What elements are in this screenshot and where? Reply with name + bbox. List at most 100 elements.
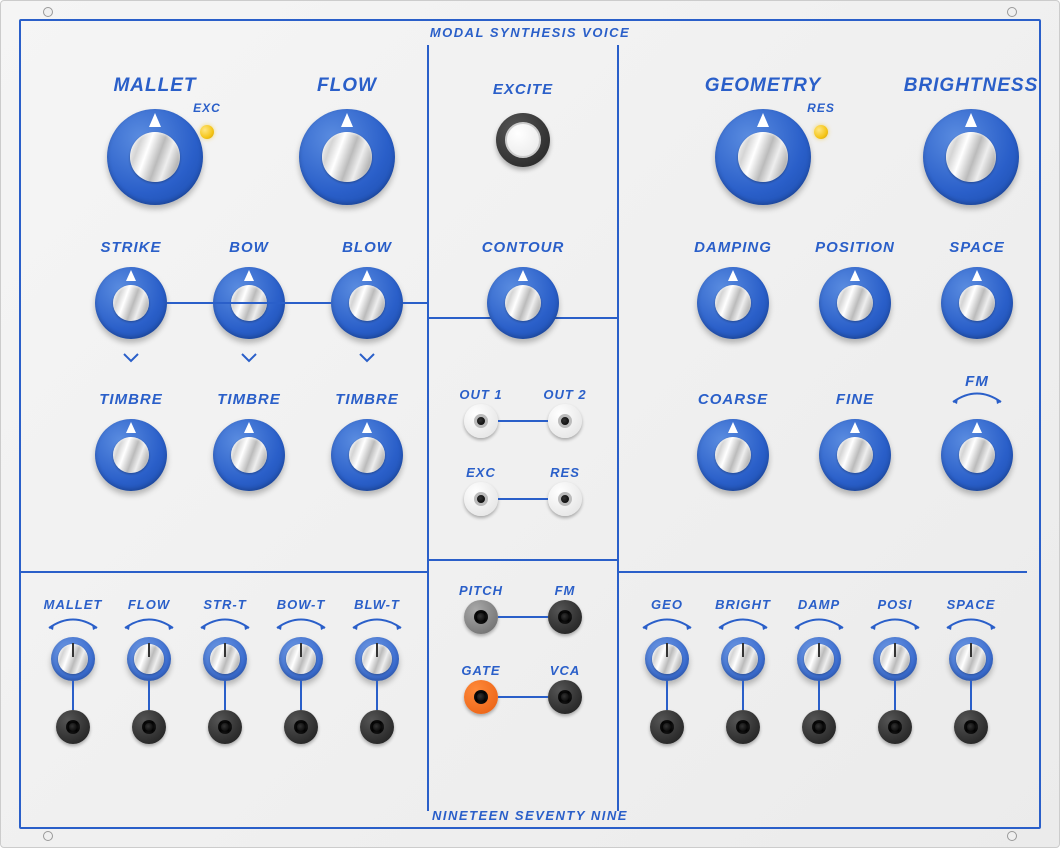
posi-arc-icon bbox=[867, 615, 923, 631]
bow-label: BOW bbox=[229, 239, 269, 256]
excite-button[interactable] bbox=[496, 113, 550, 167]
flow-atten-knob[interactable] bbox=[127, 637, 171, 681]
fine-knob[interactable] bbox=[819, 419, 891, 491]
res-jack[interactable] bbox=[548, 482, 582, 516]
damp-cv-jack[interactable] bbox=[802, 710, 836, 744]
position-label: POSITION bbox=[815, 239, 895, 256]
excite-label: EXCITE bbox=[493, 81, 553, 98]
geometry-knob[interactable] bbox=[715, 109, 811, 205]
mallet-knob[interactable] bbox=[107, 109, 203, 205]
geometry-label: GEOMETRY bbox=[705, 75, 821, 97]
exc-led bbox=[200, 125, 214, 139]
fine-label: FINE bbox=[836, 391, 874, 408]
timbre-0-knob[interactable] bbox=[95, 419, 167, 491]
screw bbox=[1007, 831, 1017, 841]
str-t-arc-icon bbox=[197, 615, 253, 631]
position-knob[interactable] bbox=[819, 267, 891, 339]
damp-arc-icon bbox=[791, 615, 847, 631]
geo-cv-jack[interactable] bbox=[650, 710, 684, 744]
space-arc-icon bbox=[943, 615, 999, 631]
contour-label: CONTOUR bbox=[482, 239, 565, 256]
bright-atten-label: BRIGHT bbox=[715, 597, 771, 612]
flow-cv-jack[interactable] bbox=[132, 710, 166, 744]
synth-panel: MODAL SYNTHESIS VOICE NINETEEN SEVENTY N… bbox=[0, 0, 1060, 848]
bright-cv-jack[interactable] bbox=[726, 710, 760, 744]
fm-arc-icon bbox=[949, 389, 1005, 405]
fm-jack[interactable] bbox=[548, 600, 582, 634]
blw-t-cv-jack[interactable] bbox=[360, 710, 394, 744]
out1-label: OUT 1 bbox=[459, 387, 502, 402]
screw bbox=[1007, 7, 1017, 17]
blw-t-atten-knob[interactable] bbox=[355, 637, 399, 681]
blow-label: BLOW bbox=[342, 239, 392, 256]
res-label: RES bbox=[550, 465, 580, 480]
damping-knob[interactable] bbox=[697, 267, 769, 339]
mallet-cv-jack[interactable] bbox=[56, 710, 90, 744]
str-t-atten-knob[interactable] bbox=[203, 637, 247, 681]
chevron-down-icon bbox=[240, 351, 258, 369]
bow-t-atten-label: BOW-T bbox=[277, 597, 326, 612]
exc-label: EXC bbox=[466, 465, 496, 480]
damp-atten-knob[interactable] bbox=[797, 637, 841, 681]
brightness-label: BRIGHTNESS bbox=[904, 75, 1039, 97]
out2-jack[interactable] bbox=[548, 404, 582, 438]
screw bbox=[43, 7, 53, 17]
space-atten-label: SPACE bbox=[947, 597, 996, 612]
brightness-knob[interactable] bbox=[923, 109, 1019, 205]
res-led bbox=[814, 125, 828, 139]
screw bbox=[43, 831, 53, 841]
space-cv-jack[interactable] bbox=[954, 710, 988, 744]
contour-knob[interactable] bbox=[487, 267, 559, 339]
vca-label: VCA bbox=[550, 663, 580, 678]
space-label: SPACE bbox=[949, 239, 1005, 256]
geo-arc-icon bbox=[639, 615, 695, 631]
out1-jack[interactable] bbox=[464, 404, 498, 438]
mallet-arc-icon bbox=[45, 615, 101, 631]
res-led-label: RES bbox=[807, 101, 835, 115]
str-t-atten-label: STR-T bbox=[203, 597, 246, 612]
timbre-2-label: TIMBRE bbox=[335, 391, 399, 408]
bright-atten-knob[interactable] bbox=[721, 637, 765, 681]
bow-t-cv-jack[interactable] bbox=[284, 710, 318, 744]
flow-knob[interactable] bbox=[299, 109, 395, 205]
blw-t-atten-label: BLW-T bbox=[354, 597, 400, 612]
coarse-knob[interactable] bbox=[697, 419, 769, 491]
flow-label: FLOW bbox=[317, 75, 377, 97]
exc-led-label: EXC bbox=[193, 101, 221, 115]
flow-arc-icon bbox=[121, 615, 177, 631]
timbre-1-knob[interactable] bbox=[213, 419, 285, 491]
fm-knob[interactable] bbox=[941, 419, 1013, 491]
strike-knob[interactable] bbox=[95, 267, 167, 339]
coarse-label: COARSE bbox=[698, 391, 768, 408]
out2-label: OUT 2 bbox=[543, 387, 586, 402]
mallet-atten-knob[interactable] bbox=[51, 637, 95, 681]
chevron-down-icon bbox=[122, 351, 140, 369]
posi-atten-label: POSI bbox=[877, 597, 912, 612]
gate-label: GATE bbox=[461, 663, 500, 678]
pitch-label: PITCH bbox=[459, 583, 503, 598]
posi-atten-knob[interactable] bbox=[873, 637, 917, 681]
space-atten-knob[interactable] bbox=[949, 637, 993, 681]
strike-label: STRIKE bbox=[100, 239, 161, 256]
mallet-label: MALLET bbox=[113, 75, 196, 97]
pitch-jack[interactable] bbox=[464, 600, 498, 634]
panel-title: MODAL SYNTHESIS VOICE bbox=[21, 25, 1039, 40]
timbre-2-knob[interactable] bbox=[331, 419, 403, 491]
timbre-0-label: TIMBRE bbox=[99, 391, 163, 408]
vca-jack[interactable] bbox=[548, 680, 582, 714]
exc-jack[interactable] bbox=[464, 482, 498, 516]
posi-cv-jack[interactable] bbox=[878, 710, 912, 744]
fm-label: FM bbox=[965, 373, 989, 390]
str-t-cv-jack[interactable] bbox=[208, 710, 242, 744]
blow-knob[interactable] bbox=[331, 267, 403, 339]
damping-label: DAMPING bbox=[694, 239, 772, 256]
space-knob[interactable] bbox=[941, 267, 1013, 339]
bow-t-atten-knob[interactable] bbox=[279, 637, 323, 681]
geo-atten-knob[interactable] bbox=[645, 637, 689, 681]
timbre-1-label: TIMBRE bbox=[217, 391, 281, 408]
gate-jack[interactable] bbox=[464, 680, 498, 714]
damp-atten-label: DAMP bbox=[798, 597, 840, 612]
chevron-down-icon bbox=[358, 351, 376, 369]
panel-footer: NINETEEN SEVENTY NINE bbox=[21, 808, 1039, 823]
fm-label: FM bbox=[555, 583, 576, 598]
